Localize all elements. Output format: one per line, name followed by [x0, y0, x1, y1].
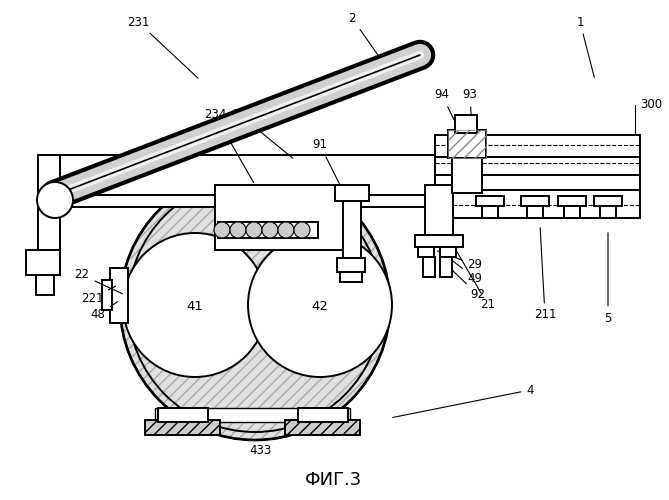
- Bar: [218, 222, 318, 238]
- Text: 231: 231: [127, 16, 198, 78]
- Text: 21: 21: [454, 248, 496, 312]
- Bar: [527, 206, 543, 218]
- Bar: [440, 247, 456, 257]
- Text: 92: 92: [452, 270, 486, 302]
- Text: 22: 22: [74, 268, 122, 294]
- Bar: [337, 258, 365, 272]
- Text: 29: 29: [438, 251, 482, 272]
- Text: 91: 91: [312, 138, 344, 192]
- Bar: [298, 408, 348, 422]
- Bar: [418, 247, 434, 257]
- Text: 93: 93: [462, 88, 478, 127]
- Text: 41: 41: [187, 300, 203, 314]
- Circle shape: [37, 182, 73, 218]
- Text: 234: 234: [204, 108, 254, 182]
- Text: 300: 300: [640, 98, 662, 112]
- Text: 49: 49: [447, 256, 482, 284]
- Bar: [340, 272, 362, 282]
- Bar: [448, 130, 486, 158]
- Text: 5: 5: [604, 233, 611, 324]
- Text: 48: 48: [90, 302, 118, 322]
- Bar: [594, 196, 622, 206]
- Bar: [435, 190, 640, 218]
- Text: ФИГ.3: ФИГ.3: [305, 471, 363, 489]
- Text: 2: 2: [349, 12, 379, 56]
- Text: 221: 221: [81, 286, 116, 304]
- Circle shape: [120, 170, 390, 440]
- Bar: [158, 408, 208, 422]
- Bar: [455, 115, 477, 133]
- Bar: [452, 158, 482, 193]
- Text: 1: 1: [576, 16, 594, 78]
- Bar: [423, 257, 435, 277]
- Bar: [155, 408, 350, 422]
- Bar: [476, 196, 504, 206]
- Bar: [558, 196, 586, 206]
- Bar: [564, 206, 580, 218]
- Circle shape: [214, 222, 230, 238]
- Bar: [38, 155, 435, 195]
- Bar: [343, 195, 361, 260]
- Circle shape: [262, 222, 278, 238]
- Circle shape: [294, 222, 310, 238]
- Bar: [435, 135, 640, 157]
- Circle shape: [230, 222, 246, 238]
- Text: 94: 94: [434, 88, 457, 126]
- Bar: [335, 185, 369, 201]
- Bar: [425, 185, 453, 240]
- Bar: [36, 275, 54, 295]
- Bar: [482, 206, 498, 218]
- Text: 433: 433: [249, 444, 271, 456]
- Circle shape: [248, 233, 392, 377]
- Circle shape: [278, 222, 294, 238]
- Text: 42: 42: [312, 300, 328, 314]
- Bar: [600, 206, 616, 218]
- Bar: [285, 420, 360, 435]
- Bar: [145, 420, 220, 435]
- Bar: [521, 196, 549, 206]
- Bar: [415, 235, 463, 247]
- Bar: [440, 257, 452, 277]
- Text: 4: 4: [393, 384, 534, 418]
- Text: 23: 23: [233, 108, 293, 158]
- Bar: [215, 185, 345, 250]
- Bar: [448, 130, 486, 158]
- Bar: [26, 250, 60, 275]
- Bar: [435, 175, 640, 190]
- Circle shape: [123, 233, 267, 377]
- Bar: [38, 155, 60, 275]
- Bar: [435, 157, 640, 175]
- Bar: [110, 268, 128, 323]
- Text: 211: 211: [534, 228, 556, 322]
- Circle shape: [246, 222, 262, 238]
- Bar: [102, 280, 112, 310]
- Bar: [38, 195, 435, 207]
